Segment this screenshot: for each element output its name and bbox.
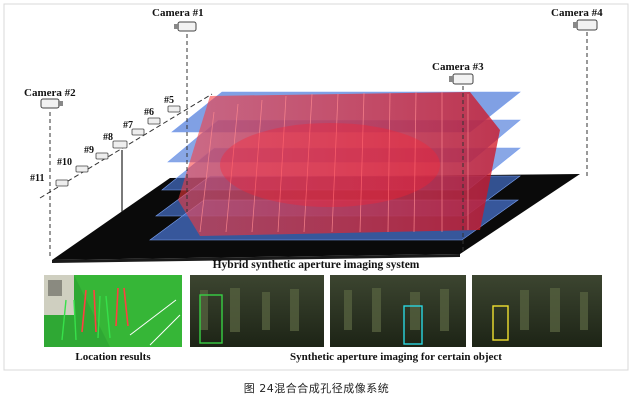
synthetic-panel-2	[330, 275, 466, 347]
array-camera-label: #10	[57, 157, 72, 168]
camera-icon	[174, 21, 197, 32]
synthetic-aperture-label: Synthetic aperture imaging for certain o…	[290, 351, 502, 363]
camera-icon	[449, 73, 474, 85]
synthetic-panel-3	[472, 275, 602, 347]
array-camera-label: #5	[164, 95, 174, 106]
camera-icon	[40, 98, 63, 109]
camera-label-2: Camera #2	[24, 87, 76, 99]
volume-stack	[149, 91, 521, 241]
camera-icon	[573, 19, 598, 31]
location-results-label: Location results	[75, 351, 151, 363]
array-camera-label: #7	[123, 120, 133, 131]
camera-label-1: Camera #1	[152, 7, 204, 19]
location-results-panel	[44, 275, 182, 347]
array-camera-label: #9	[84, 145, 94, 156]
camera-label-4: Camera #4	[551, 7, 603, 19]
array-camera-label: #8	[103, 132, 113, 143]
array-camera-label: #6	[144, 107, 154, 118]
array-cameras	[55, 105, 181, 187]
figure-caption: 图 24混合合成孔径成像系统	[243, 382, 390, 395]
synthetic-panel-1	[190, 275, 324, 347]
camera-label-3: Camera #3	[432, 61, 484, 73]
system-label: Hybrid synthetic aperture imaging system	[213, 259, 420, 271]
array-camera-label: #11	[30, 173, 44, 184]
red-volume	[178, 92, 500, 236]
